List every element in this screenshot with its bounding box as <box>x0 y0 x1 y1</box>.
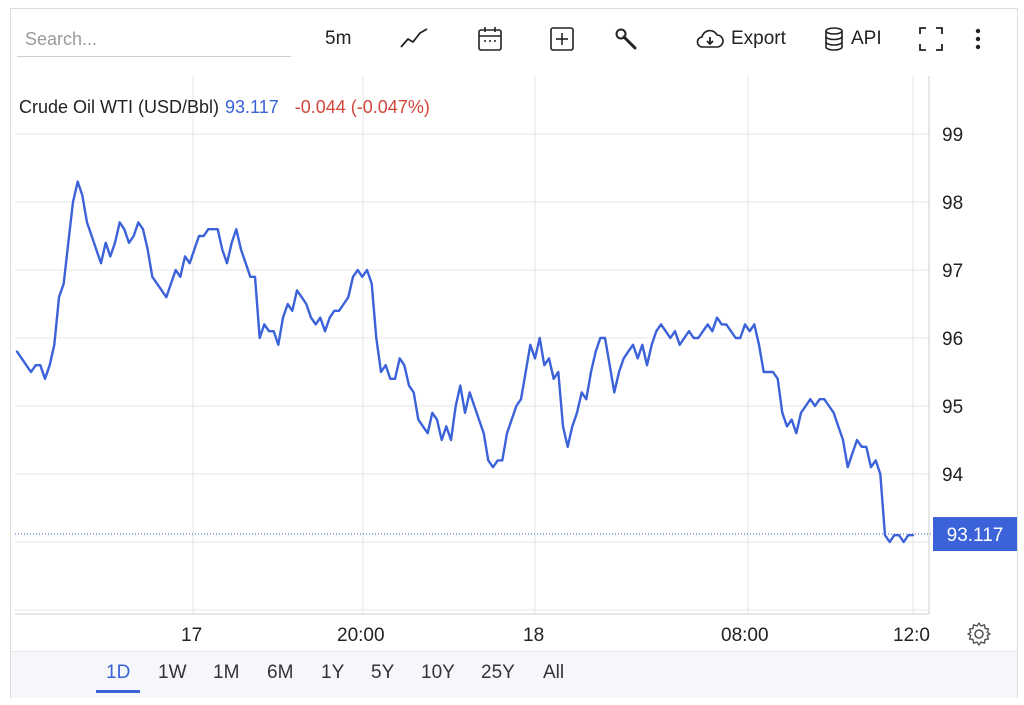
chart-widget: 5m <box>10 8 1018 698</box>
chart-area[interactable]: 99 98 97 96 95 94 17 20:00 18 08:00 12:0 93.117 <box>11 69 1017 649</box>
y-tick-label: 95 <box>942 397 963 418</box>
range-button-6m[interactable]: 6M <box>267 662 294 683</box>
range-button-1w[interactable]: 1W <box>158 662 187 683</box>
database-icon <box>825 27 843 51</box>
range-button-5y[interactable]: 5Y <box>371 662 395 683</box>
range-button-25y[interactable]: 25Y <box>481 662 515 683</box>
instrument-name: Crude Oil WTI (USD/Bbl) <box>19 97 220 117</box>
line-chart-icon <box>400 28 428 48</box>
api-button[interactable]: API <box>823 23 882 55</box>
interval-label: 5m <box>325 28 352 49</box>
api-label: API <box>851 28 882 49</box>
y-tick-label: 99 <box>942 125 963 146</box>
more-menu-button[interactable] <box>973 23 983 55</box>
x-tick-label: 17 <box>181 625 202 646</box>
range-button-1d[interactable]: 1D <box>96 662 141 693</box>
x-tick-label: 20:00 <box>337 625 385 646</box>
y-tick-label: 94 <box>942 465 964 486</box>
search-input[interactable] <box>17 23 291 57</box>
range-button-1m[interactable]: 1M <box>213 662 240 683</box>
export-label: Export <box>731 28 786 49</box>
chart-settings-button[interactable] <box>966 621 992 652</box>
current-price-box <box>933 517 1017 552</box>
range-button-all[interactable]: All <box>543 662 565 683</box>
range-button-1y[interactable]: 1Y <box>321 662 345 683</box>
export-button[interactable]: Export <box>695 23 786 55</box>
gear-icon <box>967 622 991 646</box>
price-series-line <box>15 180 915 544</box>
add-indicator-button[interactable] <box>549 23 575 55</box>
legend-price: 93.117 <box>225 97 279 117</box>
y-tick-label: 96 <box>942 329 963 350</box>
range-selector: 1D 1W 1M 6M 1Y 5Y 10Y 25Y All <box>11 651 1017 698</box>
chart-type-button[interactable] <box>399 23 429 55</box>
expand-icon <box>919 27 943 51</box>
x-tick-label: 18 <box>523 625 544 646</box>
wrench-icon <box>615 28 637 50</box>
y-tick-label: 97 <box>942 261 963 282</box>
kebab-menu-icon <box>975 28 981 50</box>
current-price-label: 93.117 <box>947 525 1004 546</box>
range-button-10y[interactable]: 10Y <box>421 662 455 683</box>
x-tick-label: 08:00 <box>721 625 769 646</box>
chart-legend: Crude Oil WTI (USD/Bbl) 93.117 -0.044 (-… <box>19 97 430 118</box>
plus-square-icon <box>550 27 574 51</box>
interval-button[interactable]: 5m <box>325 23 351 55</box>
tools-button[interactable] <box>613 23 639 55</box>
price-chart[interactable]: 99 98 97 96 95 94 17 20:00 18 08:00 12:0 93.117 <box>11 69 1017 649</box>
legend-change: -0.044 (-0.047%) <box>294 97 430 117</box>
date-range-button[interactable] <box>477 23 503 55</box>
fullscreen-button[interactable] <box>917 23 945 55</box>
toolbar: 5m <box>11 9 1017 69</box>
calendar-icon <box>478 27 502 51</box>
x-tick-label: 12:0 <box>893 625 930 646</box>
y-tick-label: 98 <box>942 193 963 214</box>
cloud-download-icon <box>696 29 724 48</box>
